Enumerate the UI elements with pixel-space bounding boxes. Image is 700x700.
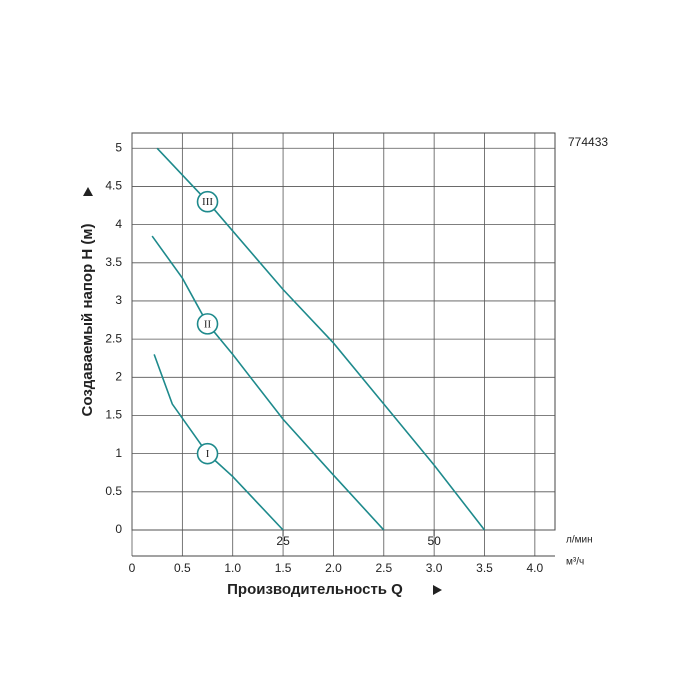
y-tick-label: 1 [115, 446, 122, 460]
curve-label-circle [196, 313, 219, 335]
y-tick-label: 3 [115, 293, 122, 307]
x-tick-label: 3.5 [476, 561, 493, 575]
x-axis-title: Производительность Q [227, 581, 403, 598]
y-tick-label: 4.5 [105, 179, 122, 193]
x-tick-label: 1.0 [224, 561, 241, 575]
plot-frame [131, 132, 556, 531]
y-tick-label: 0.5 [105, 484, 122, 498]
x-tick-label: 1.5 [275, 561, 292, 575]
curve-label-circle [196, 442, 219, 465]
y-tick-label: 5 [115, 140, 122, 154]
x-unit: м³/ч [566, 557, 584, 568]
y-arrow [83, 187, 93, 196]
x-tick-label: 2.5 [375, 561, 392, 575]
curve-label-circle [196, 190, 219, 213]
curve [151, 235, 385, 531]
y-tick-label: 4 [115, 217, 122, 231]
model-id: 774433 [568, 135, 608, 149]
curve-label: I [206, 448, 210, 460]
curve-label: II [204, 318, 212, 330]
x-tick-label: 3.0 [426, 561, 443, 575]
x-tick-label: 0 [129, 561, 136, 575]
y-tick-label: 1.5 [105, 408, 122, 422]
x-tick-label: 4.0 [527, 561, 544, 575]
x2-tick-label: 50 [427, 534, 441, 548]
y-tick-label: 2 [115, 369, 122, 383]
curve-label: III [202, 196, 213, 208]
curve [153, 354, 284, 531]
x-tick-label: 0.5 [174, 561, 191, 575]
x2-unit: л/мин [566, 535, 593, 546]
x-arrow [433, 585, 442, 595]
y-tick-label: 2.5 [105, 331, 122, 345]
x-tick-label: 2.0 [325, 561, 342, 575]
y-axis-title: Создаваемый напор H (м) [79, 224, 96, 417]
y-tick-label: 3.5 [105, 255, 122, 269]
x2-tick-label: 25 [276, 534, 290, 548]
y-tick-label: 0 [115, 522, 122, 536]
